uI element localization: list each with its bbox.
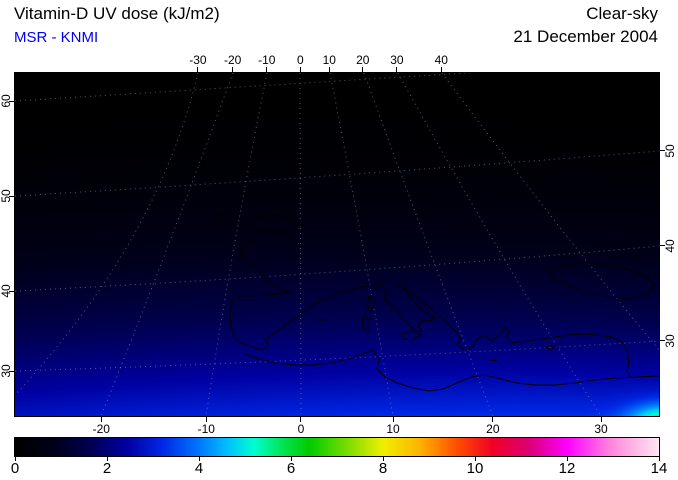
right-axis-tick	[660, 340, 665, 342]
colorbar-tick	[566, 457, 568, 461]
colorbar-tick	[382, 457, 384, 461]
colorbar-tick-label: 12	[558, 460, 576, 477]
coastline-path	[229, 238, 380, 351]
left-axis-label: 30	[0, 364, 13, 378]
bottom-axis-tick	[300, 417, 302, 422]
top-axis-label: -20	[224, 53, 242, 67]
top-axis-label: -30	[189, 53, 207, 67]
coastline-path	[482, 358, 499, 362]
bottom-axis-tick	[600, 417, 602, 422]
right-axis-label: 40	[663, 239, 677, 253]
coastline-path	[314, 318, 325, 322]
date-label: 21 December 2004	[513, 27, 658, 46]
graticule-line	[15, 150, 659, 197]
bottom-axis-label: 10	[386, 422, 400, 436]
colorbar-tick	[14, 457, 16, 461]
graticule-line	[100, 73, 234, 416]
colorbar-tick	[198, 457, 200, 461]
colorbar-frame	[14, 437, 660, 457]
coastline-path	[246, 214, 304, 234]
colorbar-tick-label: 2	[102, 460, 112, 477]
uv-dose-heatmap	[15, 73, 659, 416]
graticule-line	[329, 73, 394, 416]
graticule-line	[363, 73, 494, 416]
graticule-line	[15, 340, 659, 372]
condition-label: Clear-sky	[586, 4, 658, 23]
coastline-path	[361, 315, 371, 333]
bottom-axis-tick	[492, 417, 494, 422]
colorbar-tick-label: 8	[378, 460, 388, 477]
coastline-path	[378, 282, 437, 333]
graticule-line	[397, 73, 602, 416]
coastline-path	[397, 285, 514, 351]
bottom-axis-label: -10	[197, 422, 215, 436]
bottom-axis-tick	[205, 417, 207, 422]
colorbar-tick	[474, 457, 476, 461]
coastline-path	[546, 262, 656, 300]
right-axis-tick	[660, 150, 665, 152]
top-axis-label: -10	[258, 53, 276, 67]
graticule-line	[15, 73, 474, 102]
map-frame	[14, 72, 660, 417]
colorbar-tick	[106, 457, 108, 461]
colorbar-tick	[290, 457, 292, 461]
coastline-path	[512, 333, 632, 378]
right-axis-tick	[660, 245, 665, 247]
coastline-path	[366, 295, 375, 312]
colorbar-tick-label: 14	[650, 460, 668, 477]
colorbar-tick-label: 4	[194, 460, 204, 477]
colorbar-tick-label: 0	[10, 460, 20, 477]
left-axis-label: 40	[0, 284, 13, 298]
left-axis-label: 60	[0, 94, 13, 108]
bottom-axis-tick	[100, 417, 102, 422]
top-axis-label: 0	[296, 53, 304, 67]
top-axis-label: 10	[322, 53, 336, 67]
page-title: Vitamin-D UV dose (kJ/m2)	[14, 4, 220, 23]
coastline-overlay	[15, 73, 659, 416]
top-axis-label: 20	[356, 53, 370, 67]
bottom-axis-label: -20	[92, 422, 110, 436]
bottom-axis-label: 0	[297, 422, 305, 436]
graticule-line	[205, 73, 268, 416]
graticule-line	[15, 73, 199, 396]
bottom-axis-label: 20	[486, 422, 500, 436]
coastline-path	[244, 349, 659, 392]
top-axis-label: 40	[434, 53, 448, 67]
graticule-line	[15, 245, 659, 292]
colorbar-tick-label: 10	[466, 460, 484, 477]
left-axis-label: 50	[0, 189, 13, 203]
colorbar	[15, 438, 659, 456]
coastline-path	[400, 330, 422, 341]
top-axis-label: 30	[390, 53, 404, 67]
colorbar-tick-label: 6	[286, 460, 296, 477]
right-axis-label: 30	[663, 334, 677, 348]
graticule-line	[441, 73, 659, 351]
bottom-axis-label: 30	[594, 422, 608, 436]
graticule-line	[299, 73, 302, 416]
coastline-path	[218, 210, 238, 227]
bottom-axis-tick	[392, 417, 394, 422]
source-label: MSR - KNMI	[14, 29, 99, 46]
colorbar-tick	[658, 457, 660, 461]
coastline-path	[544, 344, 558, 351]
right-axis-label: 50	[663, 144, 677, 158]
